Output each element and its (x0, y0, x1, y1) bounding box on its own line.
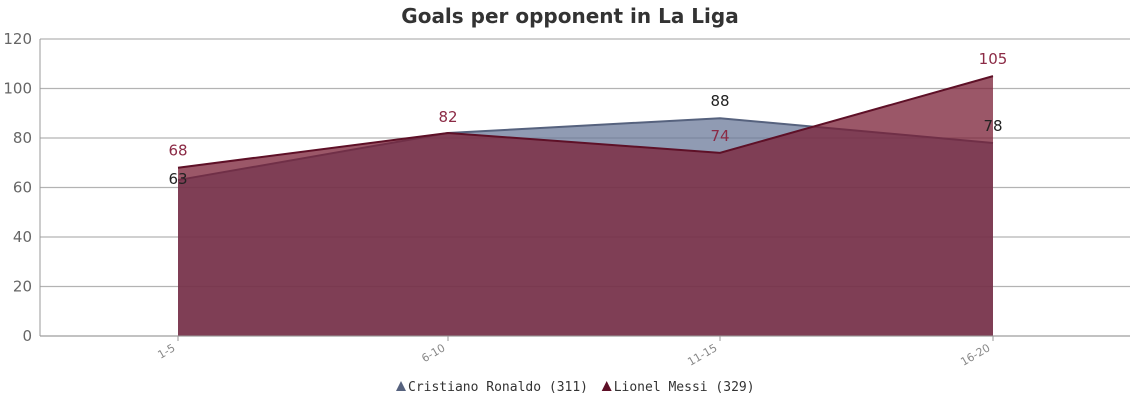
y-tick-label: 80 (13, 129, 32, 147)
y-tick-label: 0 (22, 327, 32, 345)
data-label: 63 (168, 170, 187, 188)
y-tick-label: 20 (13, 278, 32, 296)
legend-item-label[interactable]: Lionel Messi (329) (614, 380, 755, 395)
data-labels: 63 68 82 88 74 78 105 (168, 50, 1007, 188)
series-line (177, 75, 994, 169)
x-tick-label: 6-10 (419, 341, 447, 365)
y-tick-label: 120 (3, 30, 32, 48)
data-label: 78 (983, 117, 1002, 135)
data-label: 68 (168, 142, 187, 160)
y-tick-label: 60 (13, 179, 32, 197)
data-label: 105 (979, 50, 1008, 68)
x-tick-label: 16-20 (958, 341, 992, 368)
data-label: 88 (710, 92, 729, 110)
series-area (178, 76, 993, 336)
data-label: 82 (438, 108, 457, 126)
x-tick-label: 11-15 (685, 341, 719, 368)
legend-triangle-icon[interactable] (601, 381, 612, 391)
y-tick-label: 100 (3, 80, 32, 98)
chart-title: Goals per opponent in La Liga (401, 4, 738, 28)
legend-item-label[interactable]: Cristiano Ronaldo (311) (408, 380, 588, 395)
legend-triangle-icon[interactable] (396, 381, 406, 391)
data-label: 74 (710, 127, 729, 145)
y-tick-label: 40 (13, 228, 32, 246)
plot-area (177, 75, 994, 336)
x-tick-label: 1-5 (155, 341, 177, 361)
legend[interactable]: Cristiano Ronaldo (311) Lionel Messi (329… (396, 380, 755, 395)
